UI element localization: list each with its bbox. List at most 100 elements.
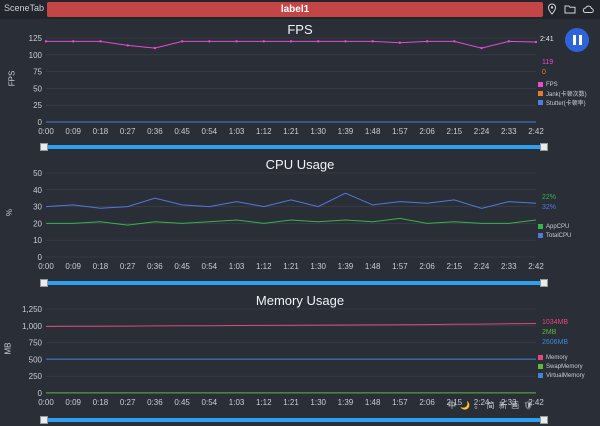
fps-xtick-label: 1:39 [338, 127, 354, 136]
memory-ytick-label: 1,000 [22, 322, 43, 331]
memory-xtick-label: 1:30 [310, 398, 326, 407]
fps-point [480, 46, 483, 50]
fps-slider-track[interactable] [46, 145, 542, 149]
cpu-legend: AppCPU TotalCPU [538, 222, 571, 240]
cpu-xtick-label: 1:48 [365, 262, 381, 271]
appcpu-value: 22% [542, 194, 557, 201]
cpu-slider-track[interactable] [46, 281, 542, 285]
memory-xtick-label: 2:06 [419, 398, 435, 407]
fps-ytick-label: 125 [29, 34, 43, 43]
memory-slider-handle-left[interactable] [40, 416, 48, 424]
cloud-icon[interactable] [582, 3, 594, 15]
folder-icon[interactable] [564, 3, 576, 15]
cpu-ytick-label: 50 [33, 169, 42, 178]
fps-point [262, 40, 265, 43]
cpu-title: CPU Usage [265, 157, 335, 172]
fps-point [344, 40, 347, 43]
cpu-xtick-label: 1:21 [283, 262, 299, 271]
fps-slider-handle-left[interactable] [40, 143, 48, 151]
label-bar: label1 [47, 2, 543, 17]
fps-point [44, 40, 48, 43]
fps-ytick-label: 0 [38, 118, 43, 127]
totalcpu-value: 32% [542, 204, 557, 211]
fps-xtick-label: 1:57 [392, 127, 408, 136]
cpu-slider-handle-right[interactable] [540, 279, 548, 287]
cpu-range-slider[interactable] [40, 279, 548, 287]
memory-xtick-label: 1:12 [256, 398, 272, 407]
cpu-legend-app: AppCPU [546, 223, 570, 230]
cpu-xtick-label: 1:30 [310, 262, 326, 271]
memory-xtick-label: 0:27 [120, 398, 136, 407]
fps-point [99, 40, 102, 43]
fps-xtick-label: 1:03 [229, 127, 245, 136]
memory-ytick-label: 750 [29, 339, 43, 348]
pause-button[interactable] [565, 28, 589, 52]
cpu-chart: 0 10 20 30 40 50 0:00 0:09 0:18 0:27 0:36 0:45 0:54 1… [33, 169, 544, 271]
memory-xtick-label: 2:24 [474, 398, 490, 407]
memory-ytick-label: 1,250 [22, 305, 43, 314]
memory-xtick-label: 1:57 [392, 398, 408, 407]
fps-xtick-label: 0:45 [174, 127, 190, 136]
memory-xtick-label: 0:36 [147, 398, 163, 407]
cpu-slider-handle-left[interactable] [40, 279, 48, 287]
cpu-ytick-label: 10 [33, 236, 42, 245]
cpu-xtick-label: 0:00 [38, 262, 54, 271]
fps-xtick-label: 0:00 [38, 127, 54, 136]
stutter-legend-swatch [538, 100, 543, 105]
cpu-xtick-label: 2:15 [447, 262, 463, 271]
memory-xtick-label: 0:09 [65, 398, 81, 407]
fps-range-slider[interactable] [40, 143, 548, 151]
memory-legend-swap: SwapMemory [546, 363, 583, 370]
memory-xtick-label: 0:00 [38, 398, 54, 407]
fps-point [153, 46, 157, 50]
memory-xtick-label: 2:33 [501, 398, 517, 407]
fps-current-time: 2:41 [540, 36, 554, 43]
location-icon[interactable] [546, 3, 558, 15]
swap-value: 2MB [542, 329, 557, 336]
memory-slider-track[interactable] [46, 418, 542, 422]
cpu-ytick-label: 20 [33, 219, 42, 228]
fps-ytick-label: 75 [33, 68, 42, 77]
fps-legend: FPS Jank(卡顿次数) Stutter(卡顿率) [538, 80, 587, 107]
virtual-legend-swatch [538, 373, 543, 378]
fps-ytick-label: 100 [29, 51, 43, 60]
fps-chart: 0 25 50 75 100 125 0:00 0:09 0:18 0:27 0:36 0:45 0:5… [29, 34, 545, 136]
cpu-ytick-label: 40 [33, 186, 42, 195]
fps-xtick-label: 1:12 [256, 127, 272, 136]
fps-slider-handle-right[interactable] [540, 143, 548, 151]
memory-slider-handle-right[interactable] [540, 416, 548, 424]
memory-range-slider[interactable] [40, 416, 548, 424]
fps-title: FPS [287, 22, 313, 37]
fps-point [235, 40, 238, 43]
fps-xtick-label: 2:24 [474, 127, 490, 136]
fps-point [507, 40, 510, 43]
fps-legend-swatch [538, 82, 543, 87]
fps-xtick-label: 2:42 [528, 127, 544, 136]
ime-toolbar[interactable]: 中 🌙 。 简 新 画 🛡 [448, 401, 535, 410]
fps-point [126, 44, 129, 47]
virtual-value: 2606MB [542, 339, 569, 346]
cpu-ytick-label: 0 [38, 253, 43, 262]
fps-ytick-label: 50 [33, 84, 42, 93]
scene-tab[interactable]: SceneTab [4, 3, 45, 13]
memory-legend-memory: Memory [546, 354, 568, 361]
fps-xtick-label: 2:33 [501, 127, 517, 136]
fps-xtick-label: 0:27 [120, 127, 136, 136]
fps-point [208, 40, 211, 43]
fps-value: 119 [542, 59, 554, 66]
memory-xtick-label: 2:42 [528, 398, 544, 407]
cpu-xtick-label: 0:18 [93, 262, 109, 271]
memory-xtick-label: 0:45 [174, 398, 190, 407]
jank-legend-swatch [538, 91, 543, 96]
totalcpu-legend-swatch [538, 233, 543, 238]
fps-point [425, 40, 429, 43]
fps-point [317, 40, 320, 43]
memory-xtick-label: 1:03 [229, 398, 245, 407]
memory-legend-virtual: VirtualMemory [546, 372, 585, 379]
memory-xtick-label: 2:15 [447, 398, 463, 407]
memory-ytick-label: 0 [38, 389, 43, 398]
cpu-xtick-label: 2:33 [501, 262, 517, 271]
fps-legend-jank: Jank(卡顿次数) [546, 92, 587, 98]
pause-icon [572, 35, 576, 45]
cpu-xtick-label: 0:36 [147, 262, 163, 271]
